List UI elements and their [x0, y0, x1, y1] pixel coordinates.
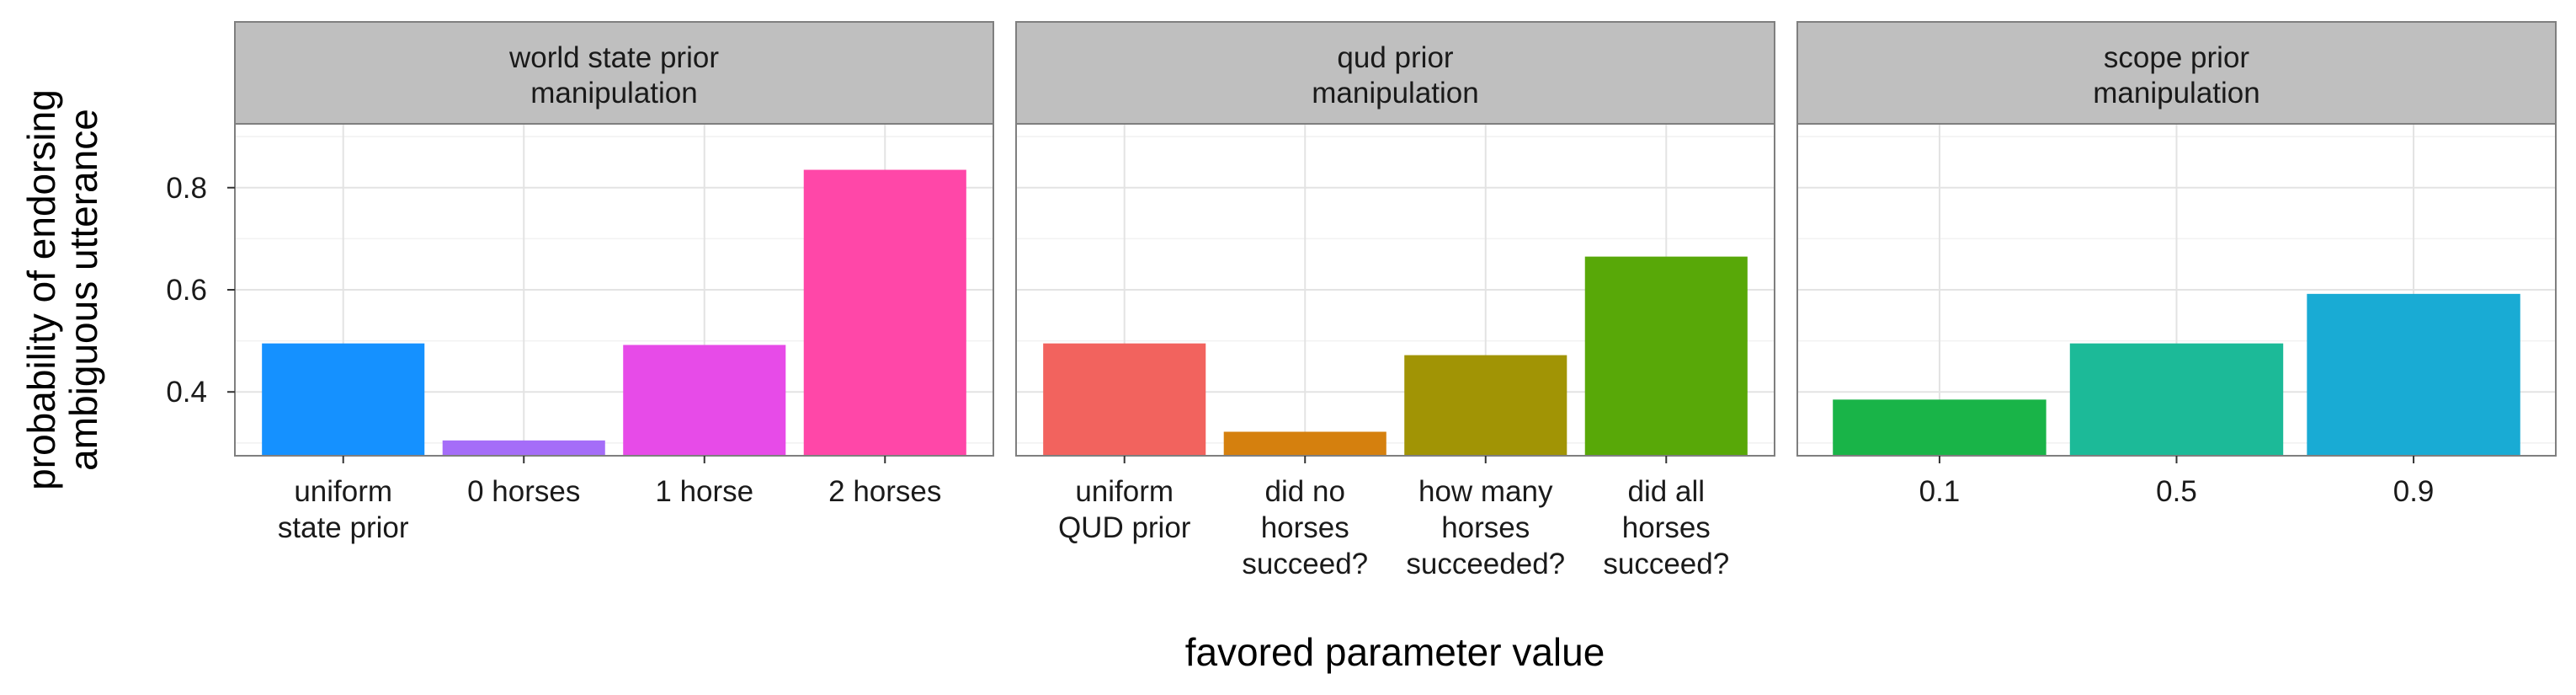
x-tick-label-line: state prior — [278, 511, 409, 544]
x-tick-label: 2 horses — [828, 475, 941, 508]
facet-panel-1: world state prior manipulation uniform stat… — [166, 21, 994, 544]
x-tick-label: 0.5 — [2156, 475, 2197, 508]
facet-title-line: manipulation — [2093, 77, 2259, 110]
x-tick-label-line: 0.1 — [1919, 475, 1961, 508]
bar — [623, 345, 786, 456]
x-tick-label-line: QUD prior — [1058, 511, 1191, 544]
x-tick-label-line: did no — [1265, 475, 1345, 508]
x-tick-label-line: horses — [1622, 511, 1711, 544]
x-tick-label-line: how many — [1418, 475, 1553, 508]
x-tick-label: 0.9 — [2393, 475, 2435, 508]
x-tick-label: 1 horse — [655, 475, 753, 508]
facet-title: qud prior manipulation — [1312, 41, 1478, 110]
facet-strip — [1796, 21, 2557, 125]
bar — [1043, 343, 1206, 456]
x-tick-label: uniform QUD prior — [1058, 475, 1191, 544]
bar — [2069, 343, 2284, 456]
bar — [2307, 293, 2520, 456]
x-tick-label-line: uniform — [1075, 475, 1174, 508]
facet-title-line: manipulation — [530, 77, 697, 110]
y-axis-title-line: ambiguous utterance — [61, 109, 105, 471]
x-tick-label-line: 0.9 — [2393, 475, 2435, 508]
y-tick-label: 0.8 — [166, 172, 207, 205]
x-tick-label-line: uniform — [294, 475, 392, 508]
x-tick-label: 0 horses — [467, 475, 580, 508]
x-tick-label-line: succeed? — [1242, 548, 1368, 580]
facet-strip — [1015, 21, 1775, 125]
facet-strip — [234, 21, 994, 125]
facet-panel-3: scope prior manipulation 0.1 0.5 0.9 — [1796, 21, 2557, 508]
x-tick-label: did no horses succeed? — [1242, 475, 1368, 580]
x-tick-label: uniform state prior — [278, 475, 409, 544]
x-tick-label-line: succeed? — [1603, 548, 1729, 580]
y-axis-title: probability of endorsingambiguous uttera… — [19, 89, 105, 490]
x-tick-label-line: horses — [1261, 511, 1349, 544]
bar — [442, 440, 605, 456]
y-tick-label: 0.4 — [166, 376, 207, 409]
x-tick-label-line: succeeded? — [1406, 548, 1565, 580]
facet-panel-2: qud prior manipulation uniform QUD prior did… — [1015, 21, 1775, 580]
x-tick-label: 0.1 — [1919, 475, 1961, 508]
facet-title-line: manipulation — [1312, 77, 1478, 110]
y-axis-title-line: probability of endorsing — [19, 89, 63, 490]
x-tick-label-line: 0.5 — [2156, 475, 2197, 508]
x-tick-label-line: 2 horses — [828, 475, 941, 508]
facet-title: scope prior manipulation — [2093, 41, 2259, 110]
bar — [1584, 256, 1748, 456]
x-tick-label-line: 1 horse — [655, 475, 753, 508]
bar — [803, 169, 966, 457]
x-tick-label-line: 0 horses — [467, 475, 580, 508]
panel-border — [1015, 123, 1775, 457]
x-tick-label: how many horses succeeded? — [1406, 475, 1565, 580]
y-tick-label: 0.6 — [166, 274, 207, 307]
x-tick-label: did all horses succeed? — [1603, 475, 1729, 580]
y-axis-title-text: probability of endorsingambiguous uttera… — [19, 89, 105, 490]
x-tick-label-line: did all — [1628, 475, 1705, 508]
x-axis-title: favored parameter value — [1185, 630, 1605, 674]
bar — [262, 343, 425, 456]
facet-title-line: qud prior — [1337, 41, 1453, 74]
x-tick-label-line: horses — [1441, 511, 1530, 544]
bar — [1404, 355, 1567, 456]
facet-title-line: world state prior — [508, 41, 719, 74]
bar — [1833, 399, 2046, 456]
facet-title: world state prior manipulation — [508, 41, 719, 110]
bar — [1223, 431, 1386, 456]
facet-title-line: scope prior — [2104, 41, 2249, 74]
